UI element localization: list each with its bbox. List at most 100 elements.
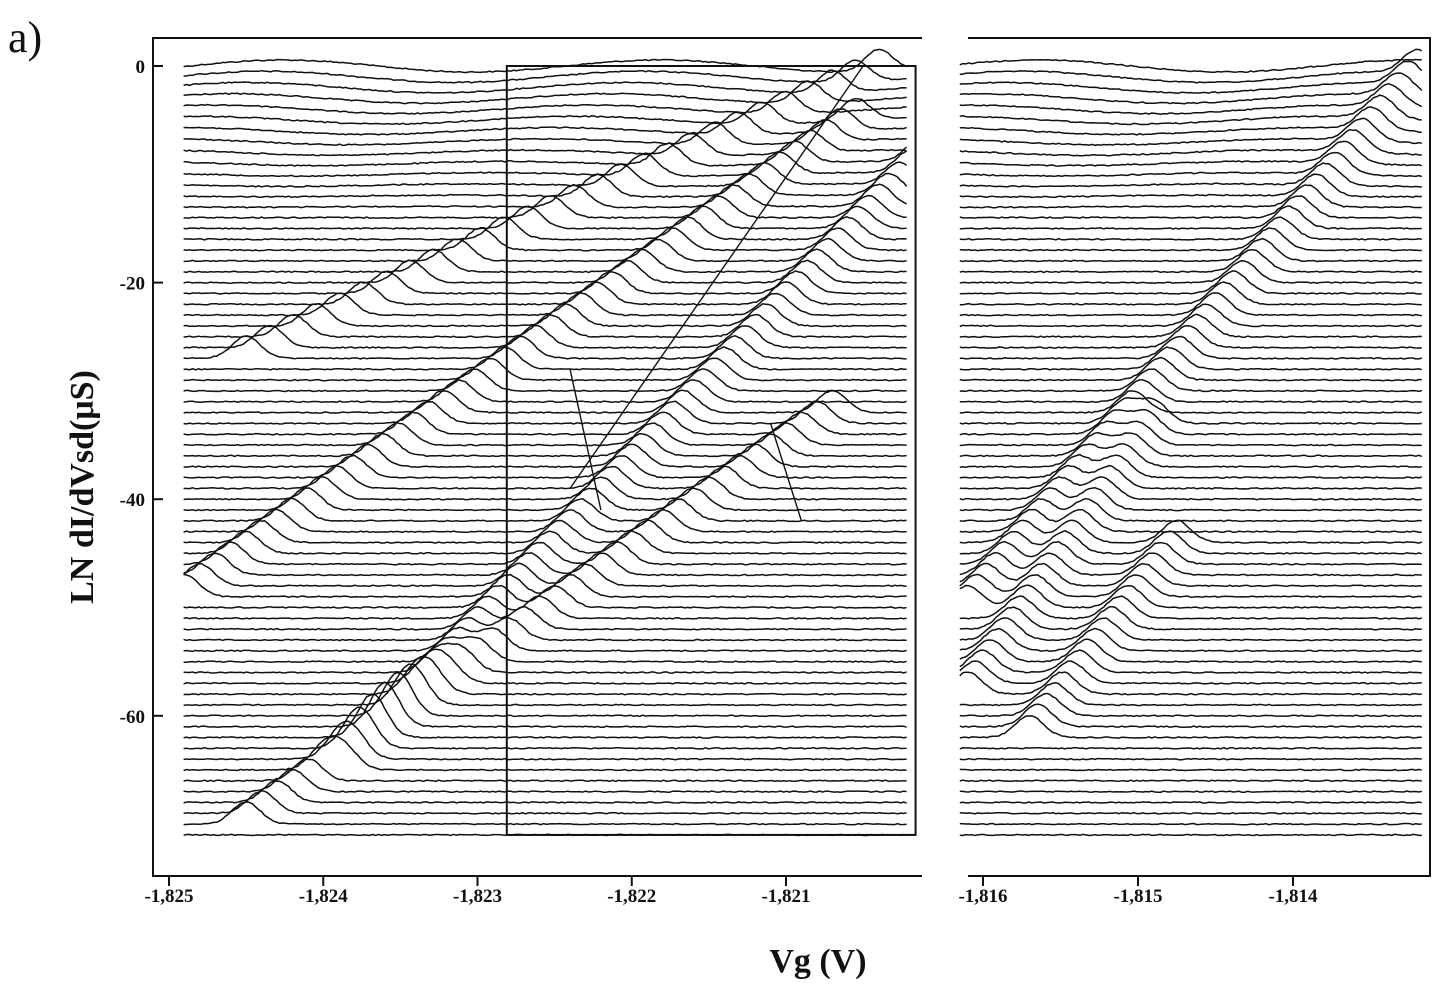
trace-line — [959, 128, 1422, 157]
trace-line — [959, 346, 1422, 371]
x-tick-label: -1,825 — [144, 886, 193, 907]
trace-line — [959, 779, 1422, 783]
trace-line — [959, 408, 1422, 436]
guide-line — [769, 423, 803, 522]
trace-line — [959, 379, 1422, 404]
trace-line — [183, 454, 907, 479]
trace-line — [959, 562, 1422, 588]
trace-line — [959, 313, 1422, 339]
trace-line — [183, 801, 907, 826]
trace-line — [959, 768, 1422, 772]
trace-line — [959, 475, 1422, 501]
left-trace-group — [183, 48, 908, 837]
trace-line — [959, 140, 1423, 167]
trace-line — [959, 397, 1422, 425]
trace-line — [183, 368, 907, 393]
trace-line — [183, 443, 907, 469]
trace-line — [183, 108, 907, 136]
trace-line — [959, 237, 1422, 263]
trace-line — [183, 227, 907, 252]
trace-line — [183, 129, 907, 157]
trace-line — [183, 720, 907, 761]
trace-line — [183, 161, 908, 188]
trace-line — [959, 83, 1423, 115]
trace-line — [959, 58, 1422, 74]
trace-line — [959, 72, 1423, 105]
trace-line — [183, 357, 907, 382]
trace-line — [183, 552, 907, 577]
trace-line — [183, 476, 907, 501]
trace-line — [959, 551, 1422, 577]
trace-line — [183, 194, 907, 219]
trace-line — [183, 313, 907, 339]
trace-line — [959, 617, 1422, 642]
trace-line — [959, 151, 1423, 178]
trace-line — [959, 627, 1422, 653]
trace-line — [959, 442, 1422, 469]
trace-line — [183, 281, 907, 306]
trace-line — [183, 216, 907, 241]
trace-line — [183, 573, 907, 599]
trace-line — [183, 626, 907, 653]
trace-line — [959, 703, 1422, 728]
trace-line — [183, 410, 907, 436]
trace-line — [183, 790, 907, 815]
guide-line — [569, 369, 602, 511]
trace-line — [183, 768, 907, 793]
trace-line — [959, 529, 1423, 555]
trace-line — [959, 487, 1422, 512]
trace-line — [183, 421, 907, 447]
guide-line — [569, 65, 864, 489]
trace-line — [183, 248, 907, 274]
trace-line — [959, 356, 1422, 382]
trace-line — [183, 706, 907, 750]
trace-line — [959, 325, 1422, 349]
trace-line — [183, 292, 907, 317]
trace-line — [183, 519, 907, 544]
trace-line — [183, 465, 907, 490]
trace-line — [959, 227, 1422, 252]
x-tick-label: -1,821 — [761, 886, 810, 907]
trace-line — [959, 605, 1422, 631]
right-axes-frame — [968, 37, 1431, 877]
trace-line — [959, 431, 1423, 458]
trace-line — [183, 758, 907, 783]
trace-line — [959, 420, 1422, 447]
trace-line — [959, 573, 1422, 598]
trace-line — [959, 790, 1422, 793]
panel-label: a) — [8, 13, 42, 62]
left-panel-plot: -1,825 -1,824 -1,823 -1,822 -1,821 0 -20 -40 -60 — [120, 37, 922, 907]
trace-line — [959, 173, 1422, 199]
trace-line — [183, 97, 907, 126]
left-axes-frame — [152, 37, 922, 877]
trace-line — [959, 48, 1423, 84]
trace-line — [959, 833, 1422, 837]
trace-line — [183, 335, 907, 360]
trace-line — [183, 302, 907, 328]
trace-line — [183, 119, 907, 147]
trace-line — [959, 249, 1422, 274]
trace-line — [959, 60, 1423, 94]
trace-line — [183, 237, 907, 263]
x-tick-label: -1,814 — [1268, 886, 1318, 907]
trace-line — [183, 389, 907, 414]
trace-line — [183, 693, 907, 739]
trace-line — [959, 671, 1422, 696]
trace-line — [959, 270, 1422, 295]
trace-line — [959, 94, 1422, 126]
trace-line — [959, 368, 1422, 393]
trace-line — [959, 584, 1422, 609]
trace-line — [183, 140, 908, 167]
trace-line — [183, 48, 908, 74]
trace-line — [959, 649, 1422, 674]
y-tick-label: 0 — [136, 57, 146, 78]
trace-line — [183, 497, 907, 523]
trace-line — [183, 59, 907, 84]
trace-line — [183, 259, 907, 284]
trace-line — [959, 638, 1422, 663]
x-tick-label: -1,822 — [607, 886, 656, 907]
trace-line — [959, 195, 1422, 219]
trace-line — [183, 642, 907, 674]
trace-line — [959, 811, 1422, 815]
trace-line — [959, 464, 1422, 490]
